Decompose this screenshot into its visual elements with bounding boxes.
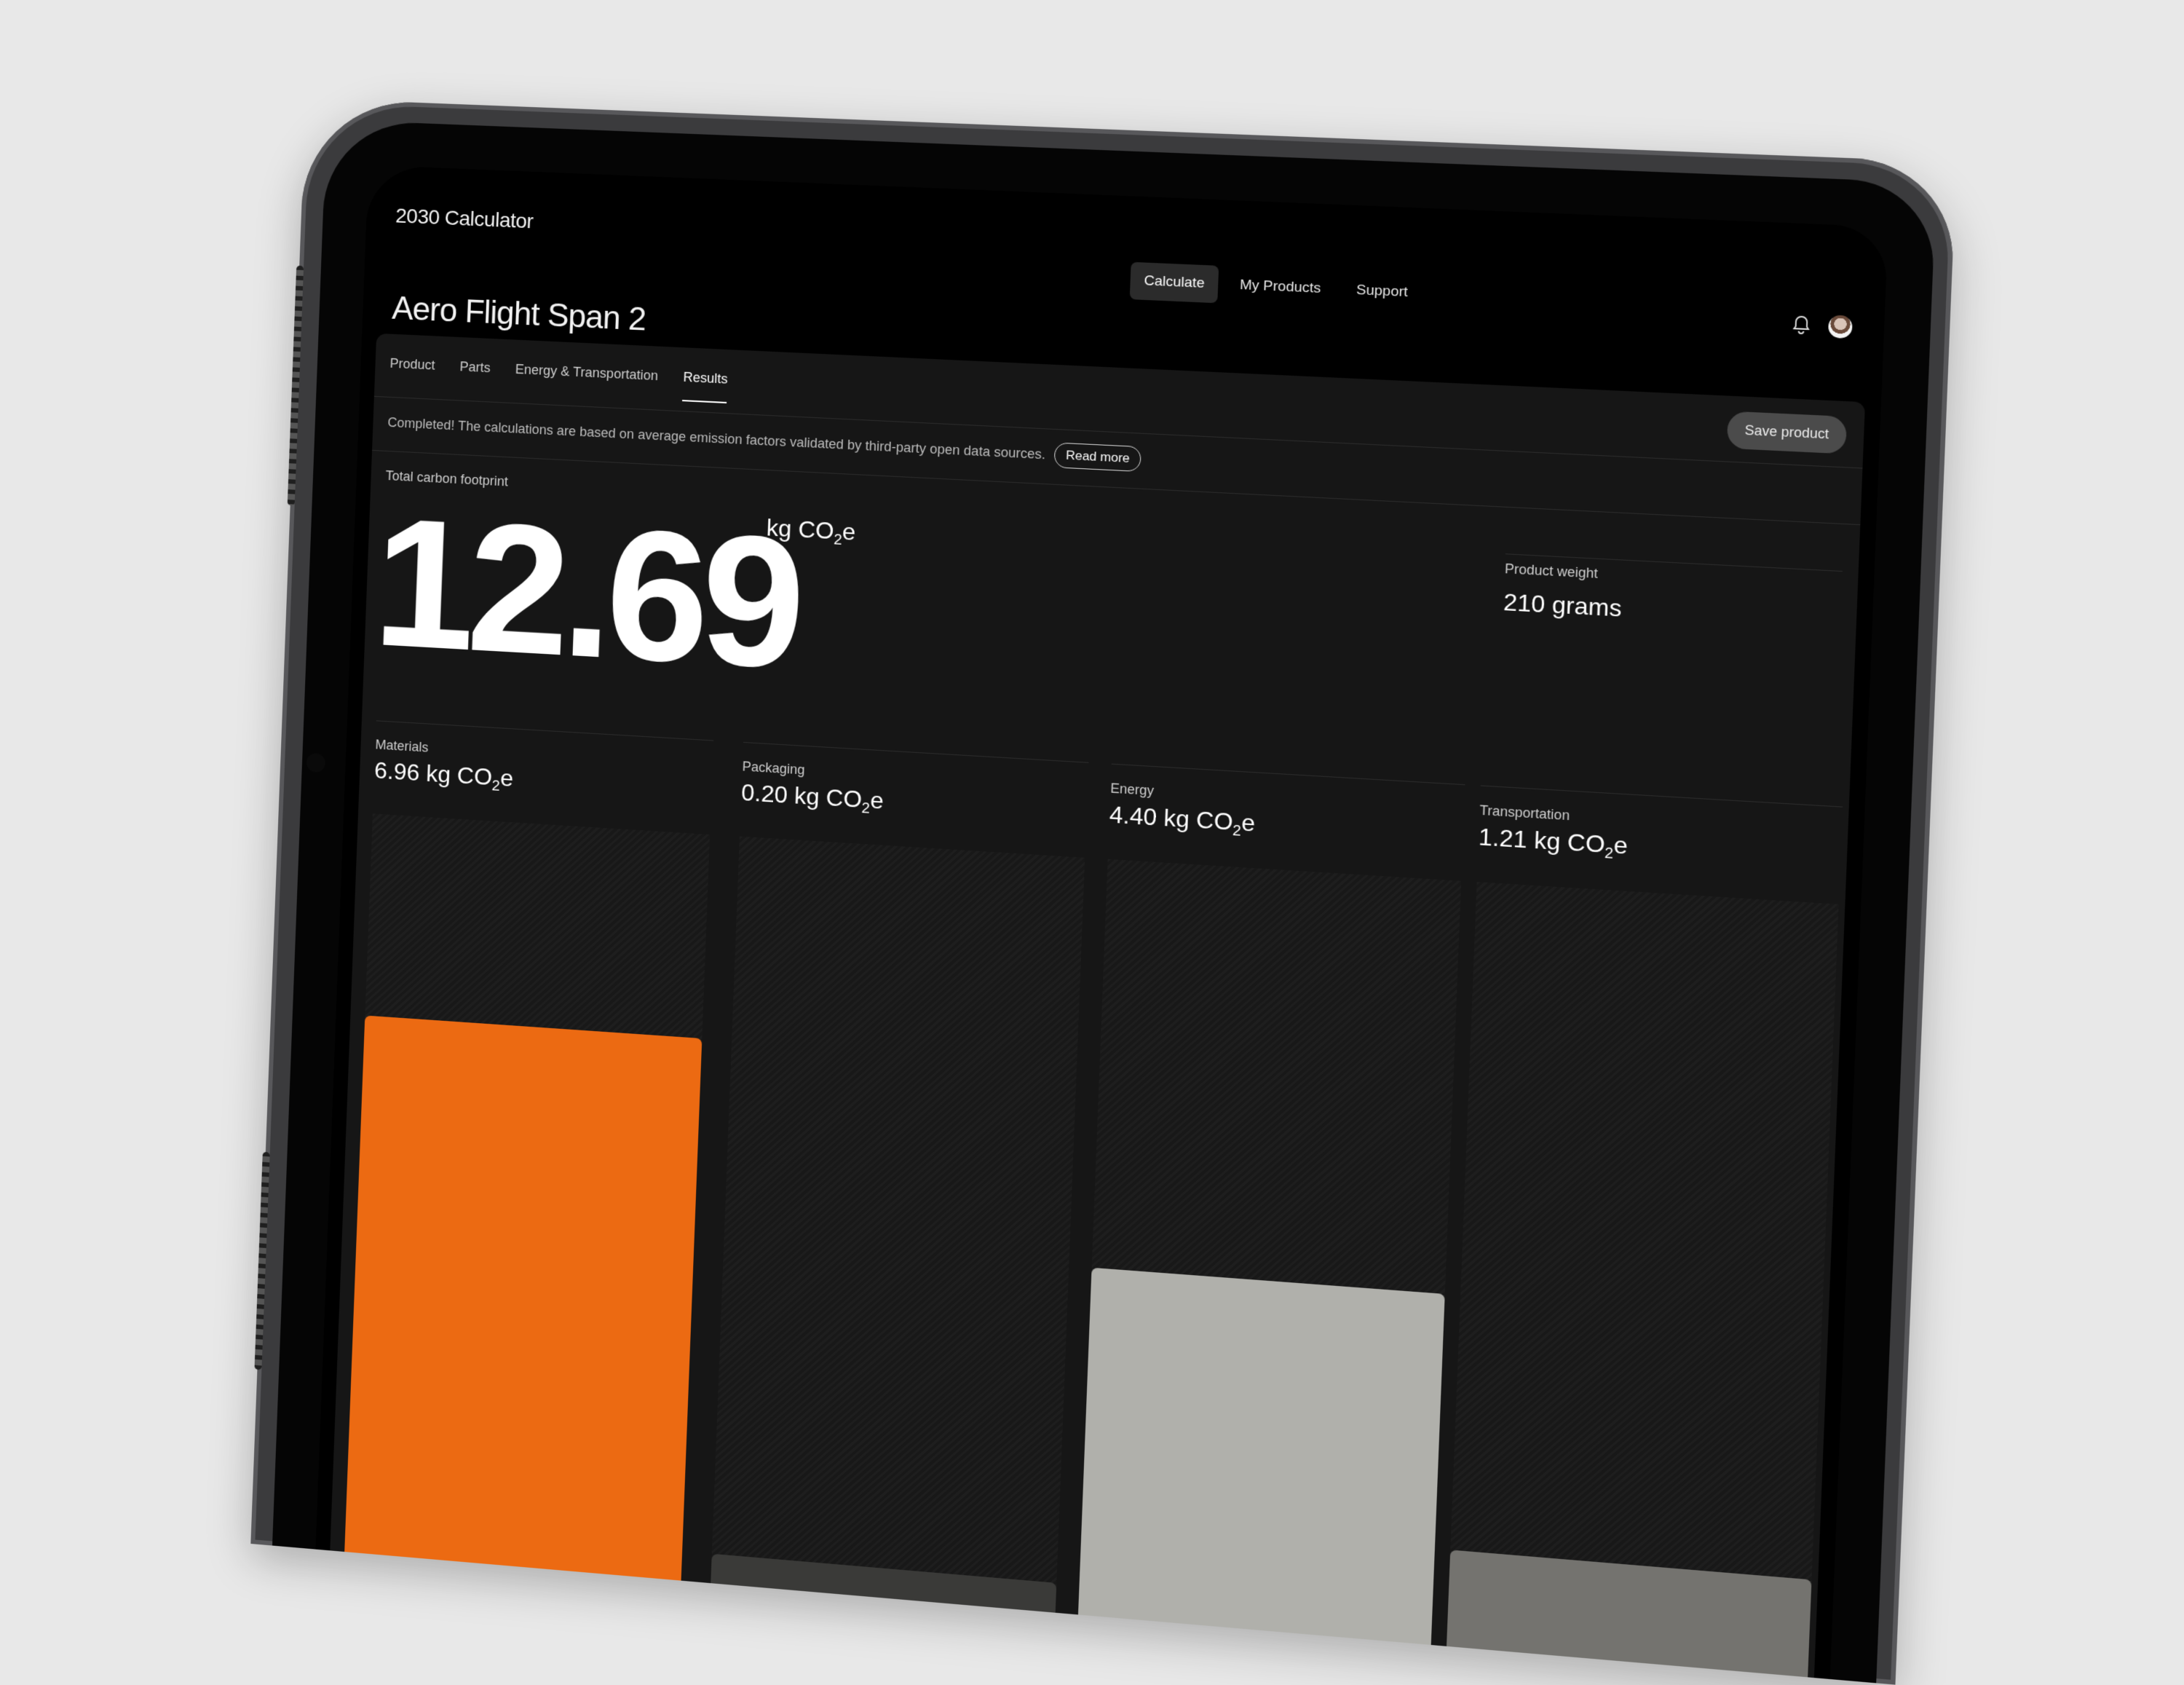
unit-subscript: 2 [834,532,842,548]
category-divider [376,720,713,741]
bell-icon[interactable] [1792,315,1811,335]
bar-track [1078,859,1461,1645]
category-column-energy: Energy 4.40 kg CO2e [1078,764,1465,1645]
header-icons [1792,313,1853,339]
category-column-transportation: Transportation 1.21 kg CO2e [1447,785,1843,1677]
tab-results[interactable]: Results [682,370,728,403]
tablet-device: 2030 Calculator Aero Flight Span 2 Calcu… [250,98,1956,1685]
tab-energy-transportation[interactable]: Energy & Transportation [515,362,659,400]
nav-support[interactable]: Support [1342,271,1423,312]
total-footprint-unit: kg CO2e [766,514,856,550]
nav-my-products[interactable]: My Products [1225,266,1335,308]
nav-calculate[interactable]: Calculate [1130,262,1219,304]
tab-product[interactable]: Product [389,356,435,390]
bar-transportation [1447,1550,1812,1677]
category-divider [1481,785,1843,807]
bar-materials [344,1015,702,1580]
total-footprint-value: 12.69 [371,490,801,696]
category-divider [743,742,1088,763]
page-title: Aero Flight Span 2 [392,291,646,339]
save-product-button[interactable]: Save product [1727,411,1848,454]
bar-track [344,813,710,1580]
bar-track [1447,882,1839,1677]
completion-notice: Completed! The calculations are based on… [387,410,1142,472]
category-column-materials: Materials 6.96 kg CO2e [344,720,713,1580]
tab-parts[interactable]: Parts [459,359,491,392]
camera-icon [306,753,325,773]
product-weight-label: Product weight [1505,561,1599,582]
tab-bar: Product Parts Energy & Transportation Re… [389,356,728,403]
read-more-button[interactable]: Read more [1054,442,1142,472]
category-divider [1112,764,1465,786]
speaker-grille [254,1152,269,1370]
app-screen: 2030 Calculator Aero Flight Span 2 Calcu… [315,165,1888,1679]
category-column-packaging: Packaging 0.20 kg CO2e [711,742,1088,1613]
app-brand: 2030 Calculator [395,204,534,233]
top-navigation: Calculate My Products Support [1130,262,1423,312]
bar-track [711,837,1085,1613]
unit-text: kg CO [766,514,834,544]
screen-bezel: 2030 Calculator Aero Flight Span 2 Calcu… [272,119,1936,1683]
product-weight-value: 210 grams [1503,588,1622,623]
bar-packaging [711,1554,1056,1613]
unit-suffix: e [842,518,856,545]
speaker-grille [288,266,304,506]
results-panel: Product Parts Energy & Transportation Re… [330,334,1865,1678]
avatar[interactable] [1828,315,1853,339]
